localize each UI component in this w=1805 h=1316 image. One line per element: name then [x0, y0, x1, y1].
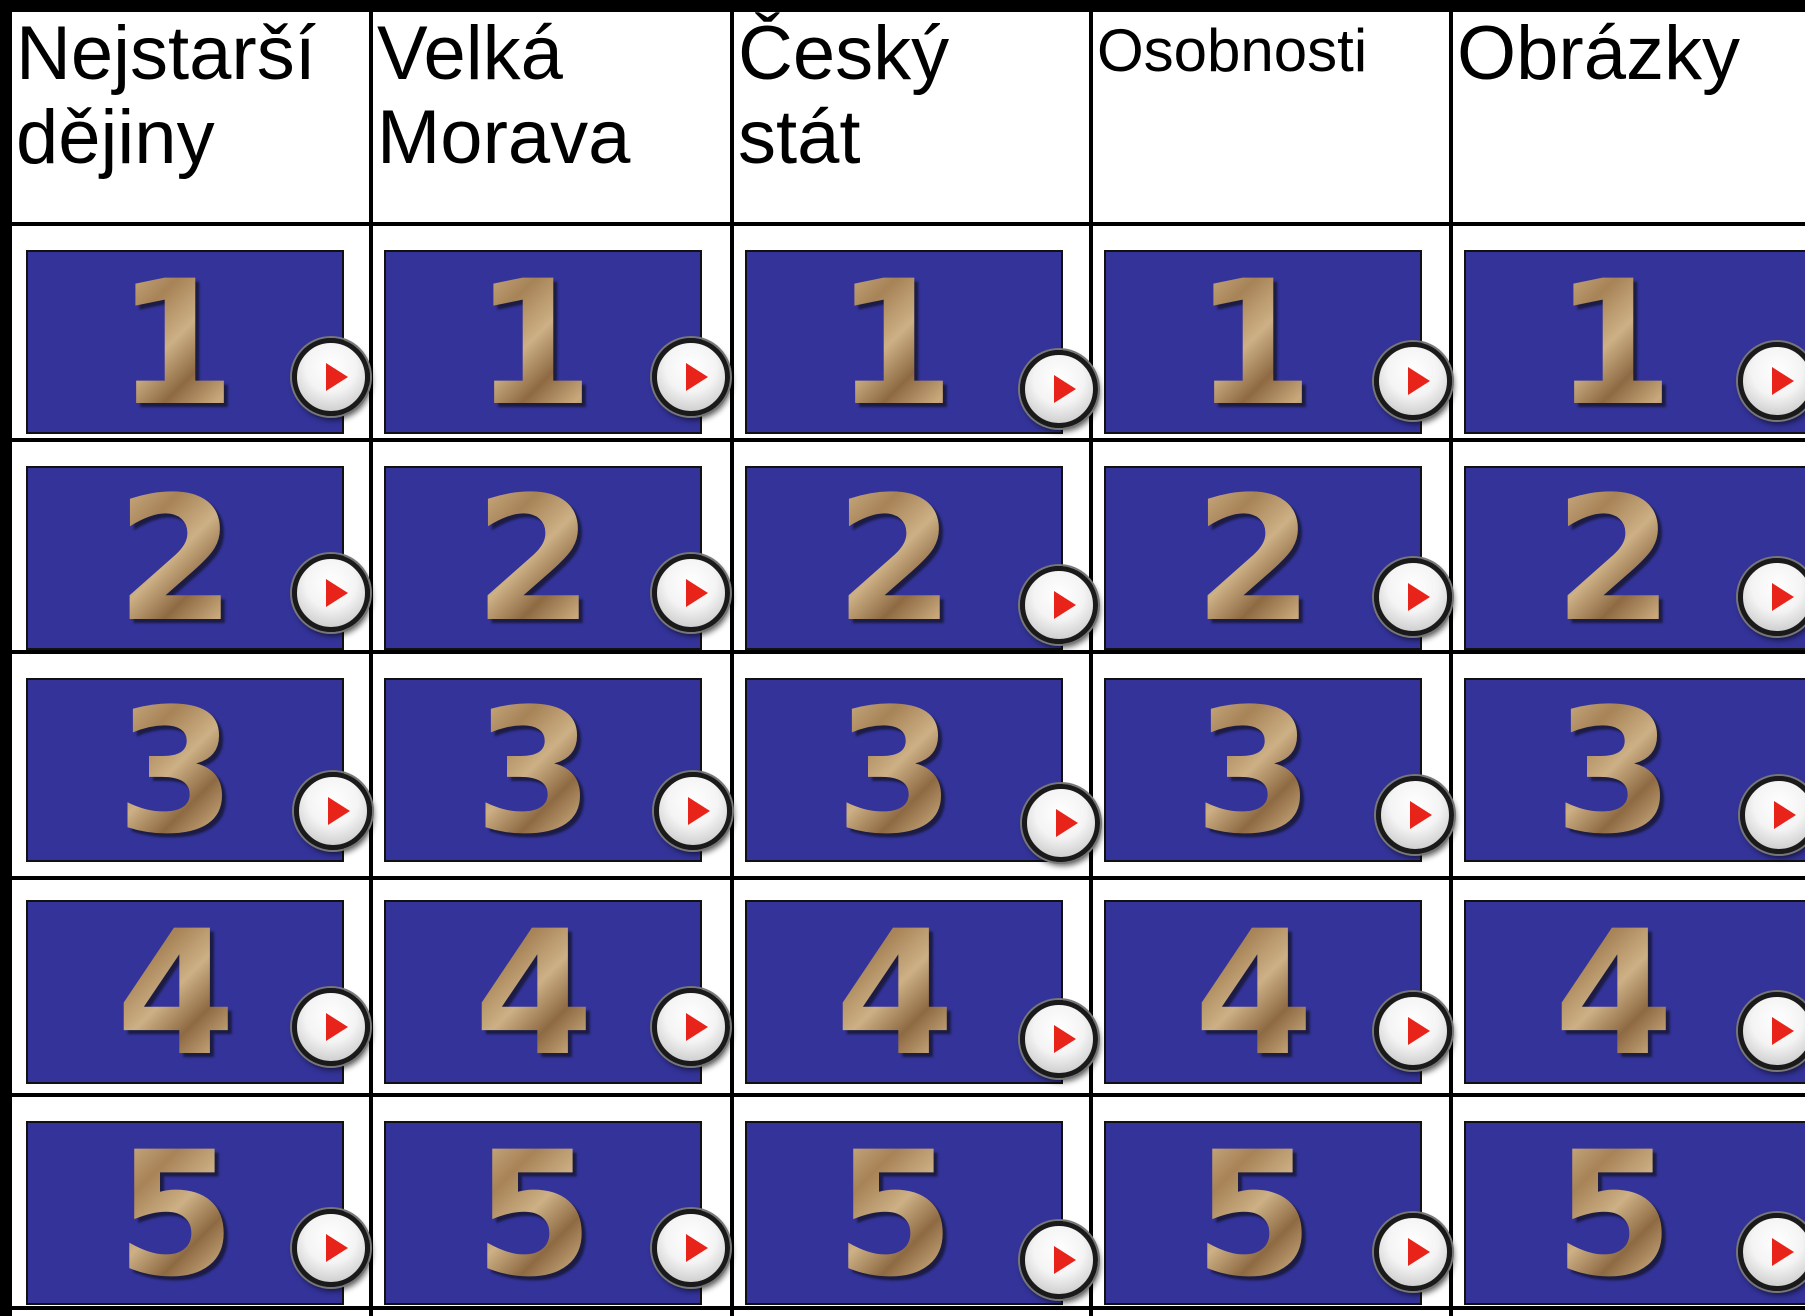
grid-vertical-line — [730, 0, 734, 1316]
play-icon[interactable] — [652, 988, 730, 1066]
question-tile[interactable]: 2 — [745, 466, 1063, 650]
grid-horizontal-line — [0, 876, 1805, 880]
tile-number: 3 — [474, 671, 594, 872]
play-icon[interactable] — [292, 1209, 370, 1287]
play-icon[interactable] — [654, 772, 732, 850]
question-tile[interactable]: 3 — [745, 678, 1063, 862]
tile-number: 3 — [1554, 671, 1674, 872]
play-icon[interactable] — [1374, 1213, 1452, 1291]
tile-number: 1 — [1554, 243, 1674, 444]
tile-number: 4 — [116, 893, 236, 1094]
category-header: Obrázky — [1457, 12, 1740, 96]
grid-horizontal-line — [0, 222, 1805, 226]
tile-number: 3 — [835, 671, 955, 872]
question-tile[interactable]: 2 — [1104, 466, 1422, 650]
grid-vertical-line — [369, 0, 373, 1316]
grid-horizontal-line — [0, 1093, 1805, 1097]
grid-vertical-line — [1089, 0, 1093, 1316]
question-tile[interactable]: 4 — [26, 900, 344, 1084]
play-icon[interactable] — [1738, 1213, 1805, 1291]
grid-horizontal-line — [0, 0, 1805, 12]
question-tile[interactable]: 1 — [745, 250, 1063, 434]
grid-horizontal-line — [0, 438, 1805, 442]
play-icon[interactable] — [1374, 558, 1452, 636]
tile-number: 2 — [835, 459, 955, 660]
question-tile[interactable]: 5 — [384, 1121, 702, 1305]
tile-number: 4 — [474, 893, 594, 1094]
tile-number: 5 — [1194, 1114, 1314, 1315]
play-icon[interactable] — [1020, 350, 1098, 428]
play-icon[interactable] — [652, 338, 730, 416]
grid-vertical-line — [0, 0, 12, 1316]
question-tile[interactable]: 5 — [26, 1121, 344, 1305]
tile-number: 5 — [1554, 1114, 1674, 1315]
tile-number: 2 — [1194, 459, 1314, 660]
play-icon[interactable] — [292, 988, 370, 1066]
tile-number: 2 — [474, 459, 594, 660]
play-icon[interactable] — [1374, 342, 1452, 420]
play-icon[interactable] — [1020, 1221, 1098, 1299]
question-tile[interactable]: 5 — [745, 1121, 1063, 1305]
grid-horizontal-line — [0, 1306, 1805, 1310]
tile-number: 5 — [835, 1114, 955, 1315]
tile-number: 1 — [835, 243, 955, 444]
question-tile[interactable]: 1 — [384, 250, 702, 434]
tile-number: 3 — [1194, 671, 1314, 872]
question-tile[interactable]: 1 — [26, 250, 344, 434]
tile-number: 4 — [835, 893, 955, 1094]
question-tile[interactable]: 3 — [384, 678, 702, 862]
tile-number: 4 — [1194, 893, 1314, 1094]
question-tile[interactable]: 3 — [1104, 678, 1422, 862]
play-icon[interactable] — [1740, 776, 1805, 854]
question-tile[interactable]: 4 — [1104, 900, 1422, 1084]
question-tile[interactable]: 2 — [26, 466, 344, 650]
question-tile[interactable]: 5 — [1104, 1121, 1422, 1305]
play-icon[interactable] — [1020, 1000, 1098, 1078]
category-header: Osobnosti — [1097, 17, 1368, 84]
question-tile[interactable]: 3 — [26, 678, 344, 862]
play-icon[interactable] — [1020, 566, 1098, 644]
play-icon[interactable] — [292, 554, 370, 632]
category-header: Český stát — [738, 12, 950, 180]
tile-number: 1 — [116, 243, 236, 444]
grid-horizontal-line — [0, 650, 1805, 654]
tile-number: 3 — [116, 671, 236, 872]
grid-vertical-line — [1449, 0, 1453, 1316]
tile-number: 5 — [474, 1114, 594, 1315]
category-header: Velká Morava — [377, 12, 631, 180]
play-icon[interactable] — [292, 338, 370, 416]
play-icon[interactable] — [1374, 992, 1452, 1070]
tile-number: 2 — [1554, 459, 1674, 660]
play-icon[interactable] — [1022, 784, 1100, 862]
play-icon[interactable] — [1738, 558, 1805, 636]
question-tile[interactable]: 4 — [384, 900, 702, 1084]
question-tile[interactable]: 1 — [1104, 250, 1422, 434]
question-tile[interactable]: 4 — [745, 900, 1063, 1084]
play-icon[interactable] — [652, 554, 730, 632]
play-icon[interactable] — [652, 1209, 730, 1287]
tile-number: 2 — [116, 459, 236, 660]
question-tile[interactable]: 2 — [1464, 466, 1805, 650]
play-icon[interactable] — [1376, 776, 1454, 854]
tile-number: 5 — [116, 1114, 236, 1315]
tile-number: 1 — [1194, 243, 1314, 444]
question-tile[interactable]: 2 — [384, 466, 702, 650]
play-icon[interactable] — [294, 772, 372, 850]
play-icon[interactable] — [1738, 992, 1805, 1070]
play-icon[interactable] — [1738, 342, 1805, 420]
tile-number: 4 — [1554, 893, 1674, 1094]
category-header: Nejstarší dějiny — [16, 12, 316, 180]
tile-number: 1 — [474, 243, 594, 444]
